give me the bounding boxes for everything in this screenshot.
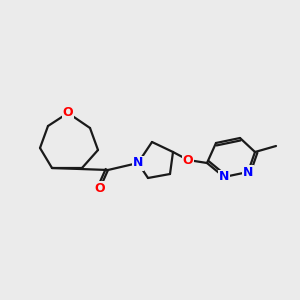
Text: N: N	[133, 157, 143, 169]
Text: O: O	[183, 154, 193, 166]
Text: N: N	[243, 166, 253, 178]
Text: O: O	[63, 106, 73, 119]
Text: N: N	[219, 170, 229, 184]
Text: O: O	[95, 182, 105, 194]
